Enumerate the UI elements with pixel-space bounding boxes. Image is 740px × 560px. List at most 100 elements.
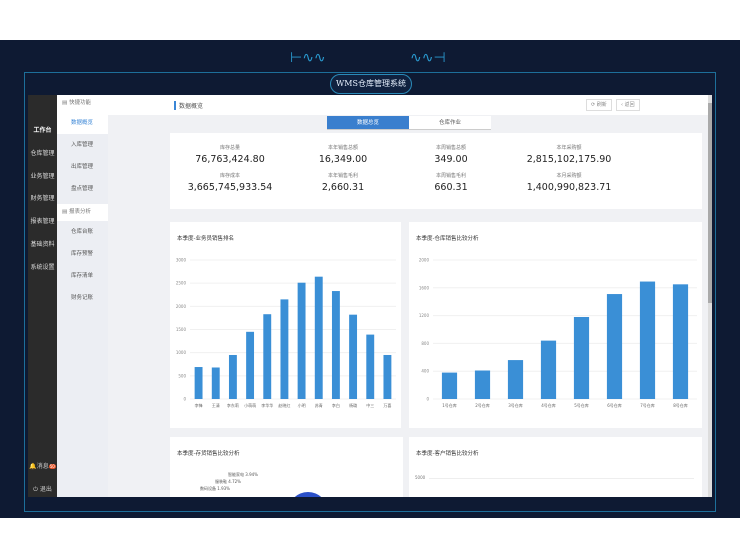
stats-card: 库存总量 76,763,424.80 本年销售总额 16,349.00 本周销售总额 34… xyxy=(170,133,702,209)
stat-value: 76,763,424.80 xyxy=(195,154,265,165)
stat-label: 本年采购额 xyxy=(556,145,582,151)
y-tick-label: 2000 xyxy=(419,258,430,263)
tab-warehouse-ops[interactable]: 仓库作业 xyxy=(409,116,491,130)
stat-item: 库存总量 76,763,424.80 xyxy=(170,144,290,165)
sidebar-item-basic-data[interactable]: 基础资料 xyxy=(30,241,55,248)
x-tick-label: 杨璐 xyxy=(349,402,357,408)
x-tick-label: 李白 xyxy=(332,402,340,408)
y-tick-label: 500 xyxy=(178,373,186,378)
wave-decoration-icon: ⊢∿∿ xyxy=(290,50,326,66)
stat-value: 16,349.00 xyxy=(318,154,368,165)
x-tick-label: 李华华 xyxy=(261,402,273,408)
submenu-item-ledger[interactable]: 仓库台账 xyxy=(71,229,94,235)
submenu-item-accounting[interactable]: 财务记账 xyxy=(71,295,94,301)
x-tick-label: 苏青 xyxy=(315,402,323,408)
pie-label: 智能家电 3.94% xyxy=(228,472,258,477)
x-tick-label: 6号仓库 xyxy=(607,402,622,408)
group-label: 报表分析 xyxy=(68,209,91,215)
bar xyxy=(331,291,340,399)
x-tick-label: 中三 xyxy=(366,402,374,408)
sidebar-item-business[interactable]: 业务管理 xyxy=(30,173,55,180)
message-badge: 50 xyxy=(48,464,56,469)
sidebar-item-reports[interactable]: 报表管理 xyxy=(30,218,55,225)
chart-card-customer: 本季度-客户销售比较分析 5000 xyxy=(409,437,702,497)
chart-title: 本季度-客户销售比较分析 xyxy=(416,451,479,457)
stat-value: 349.00 xyxy=(434,154,468,165)
x-tick-label: 8号仓库 xyxy=(673,402,688,408)
sidebar-item-warehouse[interactable]: 仓库管理 xyxy=(30,150,55,157)
chart-card-salesperson: 本季度-业务员销售排名 0 500 1000 1500 2000 2500 3000 李锋 王清… xyxy=(170,222,401,428)
bar xyxy=(441,372,458,399)
app-window: 工作台 仓库管理 业务管理 财务管理 报表管理 基础资料 系统设置 🔔消息50 … xyxy=(28,95,712,497)
app-title: WMS仓库管理系统 xyxy=(330,74,412,94)
y-tick-label: 400 xyxy=(421,369,429,374)
y-tick-label: 0 xyxy=(426,397,429,402)
logout-button[interactable]: ⏻ 退出 xyxy=(28,484,57,494)
decorative-frame xyxy=(24,72,716,512)
x-tick-label: 赵晓红 xyxy=(278,402,290,408)
bar xyxy=(540,340,557,399)
stat-item: 库存成本 3,665,745,933.54 xyxy=(170,172,290,193)
stat-item: 本年采购额 2,815,102,175.90 xyxy=(509,144,629,165)
stat-item: 本年销售总额 16,349.00 xyxy=(283,144,403,165)
scrollbar-thumb[interactable] xyxy=(708,103,712,303)
stat-value: 3,665,745,933.54 xyxy=(187,182,273,193)
x-tick-label: 2号仓库 xyxy=(475,402,490,408)
x-tick-label: 小萌萌 xyxy=(244,402,256,408)
submenu-item-overview[interactable]: 数据概览 xyxy=(57,112,108,134)
y-tick-label: 5000 xyxy=(415,475,426,480)
y-tick-label: 1600 xyxy=(419,285,430,290)
stat-label: 库存成本 xyxy=(219,173,240,179)
pie-chart xyxy=(288,492,328,497)
bar xyxy=(246,331,255,399)
chart-title: 本季度-仓库销售比较分析 xyxy=(416,236,479,242)
x-tick-label: 7号仓库 xyxy=(640,402,655,408)
x-tick-label: 小明 xyxy=(298,402,306,408)
x-tick-label: 李锋 xyxy=(195,402,203,408)
submenu-group-shortcuts: ▤ 快捷功能 xyxy=(57,95,108,112)
salesperson-bar-chart: 0 500 1000 1500 2000 2500 3000 李锋 王清 李东莉 小萌萌 李华华 赵晓红… xyxy=(176,258,396,408)
sidebar-item-workbench[interactable]: 工作台 xyxy=(33,127,52,134)
sidebar-item-settings[interactable]: 系统设置 xyxy=(30,264,55,271)
stat-label: 库存总量 xyxy=(219,145,240,151)
back-label: 返回 xyxy=(624,102,635,108)
y-tick-label: 3000 xyxy=(176,258,187,263)
back-button[interactable]: ‹ 返回 xyxy=(616,99,640,111)
submenu-item-inbound[interactable]: 入库管理 xyxy=(71,142,94,148)
submenu: ▤ 快捷功能 数据概览 入库管理 出库管理 盘点管理 ▤ 报表分析 仓库台账 库… xyxy=(57,95,108,497)
main-sidebar: 工作台 仓库管理 业务管理 财务管理 报表管理 基础资料 系统设置 🔔消息50 … xyxy=(28,95,57,497)
submenu-item-stock-list[interactable]: 库存清单 xyxy=(71,273,94,279)
messages-button[interactable]: 🔔消息50 xyxy=(28,461,57,470)
chart-card-warehouse: 本季度-仓库销售比较分析 0 400 800 1200 1600 2000 1号仓库 2号仓库… xyxy=(409,222,702,428)
submenu-group-reports: ▤ 报表分析 xyxy=(57,204,108,221)
pie-label: 数码设备 1.93% xyxy=(200,486,230,491)
page-title: 数据概览 xyxy=(174,101,203,110)
stat-label: 本周销售毛利 xyxy=(435,173,466,179)
sidebar-item-finance[interactable]: 财务管理 xyxy=(30,195,55,202)
messages-label: 消息 xyxy=(36,463,49,470)
submenu-item-stocktake[interactable]: 盘点管理 xyxy=(71,186,94,192)
y-tick-label: 800 xyxy=(421,341,429,346)
bar xyxy=(573,316,590,399)
bar xyxy=(672,284,689,399)
stat-item: 本周销售总额 349.00 xyxy=(391,144,511,165)
x-tick-label: 万喜 xyxy=(383,402,391,408)
chart-title: 本季度-存货销售比较分析 xyxy=(177,451,240,457)
stat-value: 2,660.31 xyxy=(321,182,365,193)
logout-label: 退出 xyxy=(39,486,52,493)
bar xyxy=(606,294,623,399)
y-tick-label: 1200 xyxy=(419,313,430,318)
x-tick-label: 李东莉 xyxy=(227,402,239,408)
refresh-label: 刷新 xyxy=(596,102,607,108)
bar xyxy=(297,282,306,399)
scrollbar[interactable] xyxy=(708,95,712,497)
submenu-item-stock-alert[interactable]: 库存预警 xyxy=(71,251,94,257)
bar xyxy=(263,314,272,399)
main-content: 数据概览 ⟳ 刷新 ‹ 返回 数据总览 仓库作业 库存总量 76,763,424.… xyxy=(108,95,708,497)
refresh-button[interactable]: ⟳ 刷新 xyxy=(586,99,612,111)
submenu-item-outbound[interactable]: 出库管理 xyxy=(71,164,94,170)
tab-overview[interactable]: 数据总览 xyxy=(327,116,409,130)
bar xyxy=(507,360,524,399)
chart-title: 本季度-业务员销售排名 xyxy=(177,236,234,242)
bar xyxy=(349,314,358,399)
